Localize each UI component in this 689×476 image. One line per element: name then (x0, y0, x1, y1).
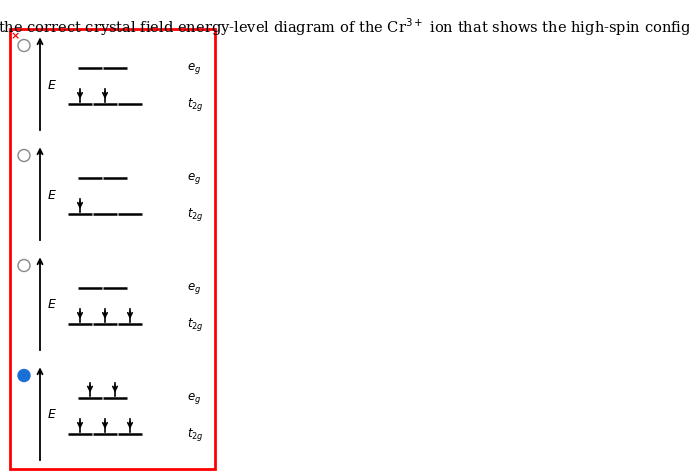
Text: $e_g$: $e_g$ (187, 61, 201, 76)
Text: Choose the correct crystal field energy-level diagram of the Cr$^{3+}$ ion that : Choose the correct crystal field energy-… (0, 16, 689, 38)
Bar (10, 30, 215, 469)
Circle shape (18, 260, 30, 272)
Text: ×: × (11, 31, 21, 41)
Text: $e_g$: $e_g$ (187, 170, 201, 186)
Text: $e_g$: $e_g$ (187, 390, 201, 405)
Circle shape (18, 150, 30, 162)
Text: $t_{2g}$: $t_{2g}$ (187, 426, 204, 442)
Text: $e_g$: $e_g$ (187, 280, 201, 296)
Text: $t_{2g}$: $t_{2g}$ (187, 96, 204, 113)
Text: E: E (48, 407, 56, 421)
Circle shape (18, 370, 30, 382)
Circle shape (18, 40, 30, 52)
Text: $t_{2g}$: $t_{2g}$ (187, 316, 204, 333)
Text: E: E (48, 79, 56, 91)
Text: E: E (48, 298, 56, 311)
Text: E: E (48, 188, 56, 201)
Text: $t_{2g}$: $t_{2g}$ (187, 206, 204, 223)
